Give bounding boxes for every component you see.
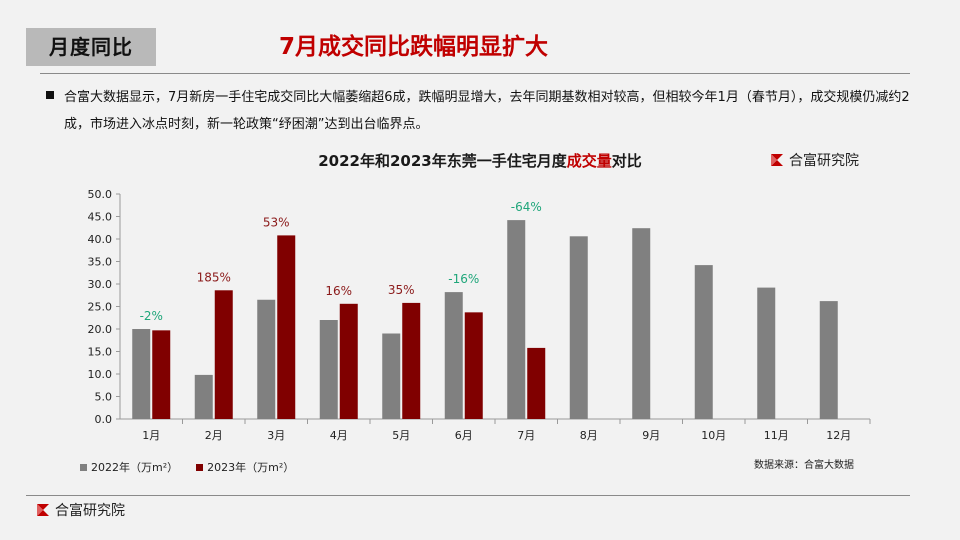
- chart-title: 2022年和2023年东莞一手住宅月度成交量对比: [0, 150, 960, 171]
- bar-2022: [257, 299, 276, 419]
- chart-title-highlight: 成交量: [566, 152, 612, 170]
- brand-top: 合富研究院: [770, 150, 859, 170]
- bar-2022: [757, 287, 776, 419]
- y-tick-label: 15.0: [88, 346, 113, 359]
- legend-item-2022: 2022年（万m²）: [80, 459, 178, 475]
- x-tick-label: 9月: [642, 429, 660, 442]
- brand-bottom: 合富研究院: [36, 500, 125, 520]
- bar-2022: [694, 265, 713, 419]
- y-tick-label: 35.0: [88, 256, 113, 269]
- bottom-divider: [26, 495, 910, 496]
- legend-label-2023: 2023年（万m²）: [207, 461, 295, 474]
- y-tick-label: 0.0: [95, 413, 113, 426]
- chart-title-prefix: 2022年和2023年东莞一手住宅月度: [318, 152, 567, 170]
- top-divider: [40, 73, 910, 74]
- y-tick-label: 45.0: [88, 211, 113, 224]
- y-tick-label: 30.0: [88, 278, 113, 291]
- x-tick-label: 5月: [392, 429, 410, 442]
- legend-item-2023: 2023年（万m²）: [196, 459, 294, 475]
- chart-title-suffix: 对比: [611, 152, 642, 170]
- bar-2022: [319, 320, 338, 419]
- bar-2022: [444, 292, 463, 419]
- bar-2022: [507, 220, 526, 419]
- hopefluent-logo-icon: [771, 154, 783, 166]
- x-tick-label: 3月: [267, 429, 285, 442]
- y-tick-label: 5.0: [95, 391, 113, 404]
- x-tick-label: 1月: [142, 429, 160, 442]
- bullet-square-icon: [46, 91, 54, 99]
- summary-text: 合富大数据显示，7月新房一手住宅成交同比大幅萎缩超6成，跌幅明显增大，去年同期基…: [64, 90, 910, 132]
- yoy-data-label: 16%: [325, 284, 352, 298]
- bar-2022: [632, 228, 651, 419]
- yoy-data-label: 185%: [197, 270, 231, 284]
- bar-2023: [277, 235, 296, 419]
- y-tick-label: 50.0: [88, 188, 113, 201]
- legend-label-2022: 2022年（万m²）: [91, 461, 179, 474]
- bar-2023: [402, 302, 421, 419]
- x-tick-label: 12月: [826, 429, 851, 442]
- x-tick-label: 8月: [580, 429, 598, 442]
- x-tick-label: 2月: [205, 429, 223, 442]
- legend-swatch-2022: [80, 463, 87, 471]
- bar-2023: [339, 303, 358, 419]
- brand-name: 合富研究院: [789, 153, 859, 169]
- section-tag: 月度同比: [26, 28, 156, 66]
- yoy-data-label: 35%: [388, 283, 415, 297]
- x-tick-label: 10月: [701, 429, 726, 442]
- bar-2023: [464, 312, 483, 419]
- bar-2022: [132, 329, 151, 419]
- page-title: 7月成交同比跌幅明显扩大: [279, 34, 549, 60]
- bar-2022: [569, 236, 588, 419]
- chart-legend: 2022年（万m²） 2023年（万m²）: [80, 459, 294, 475]
- bar-2023: [152, 330, 171, 419]
- data-source-note: 数据来源：合富大数据: [754, 460, 854, 471]
- y-tick-label: 25.0: [88, 301, 113, 314]
- bar-2022: [382, 333, 401, 419]
- bar-2023: [214, 290, 233, 419]
- yoy-data-label: 53%: [263, 215, 290, 229]
- x-tick-label: 11月: [764, 429, 789, 442]
- legend-swatch-2023: [196, 463, 204, 471]
- bar-2023: [527, 347, 546, 419]
- y-tick-label: 10.0: [88, 368, 113, 381]
- yoy-data-label: -16%: [448, 272, 479, 286]
- x-tick-label: 6月: [455, 429, 473, 442]
- bar-2022: [819, 301, 838, 419]
- y-tick-label: 20.0: [88, 323, 113, 336]
- bar-2022: [194, 374, 213, 419]
- x-tick-label: 4月: [330, 429, 348, 442]
- hopefluent-logo-icon: [37, 504, 49, 516]
- brand-name: 合富研究院: [55, 503, 125, 519]
- x-tick-label: 7月: [517, 429, 535, 442]
- yoy-data-label: -2%: [140, 309, 163, 323]
- yoy-data-label: -64%: [511, 200, 542, 214]
- y-tick-label: 40.0: [88, 233, 113, 246]
